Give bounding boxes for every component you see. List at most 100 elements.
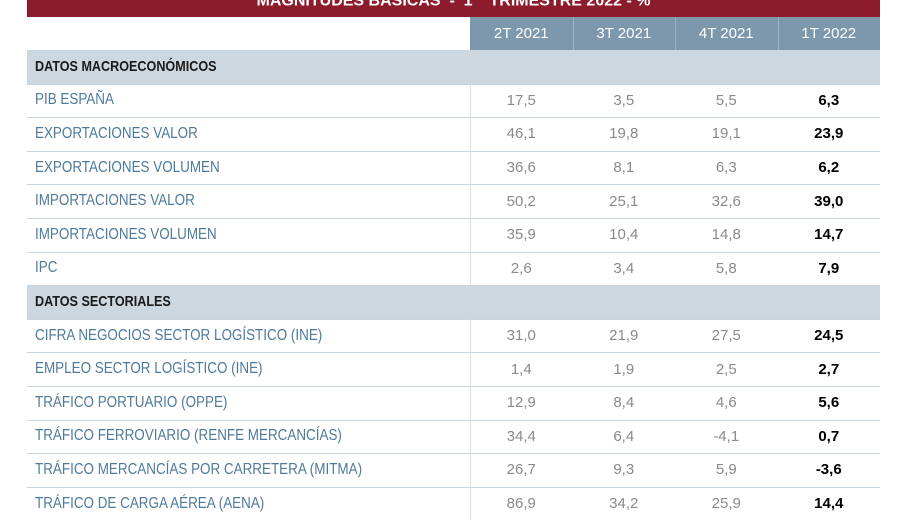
- value-cell: 6,3: [818, 91, 840, 109]
- column-header: 2T 2021: [493, 25, 549, 42]
- row-label-text: EMPLEO SECTOR LOGÍSTICO (INE): [35, 360, 263, 378]
- row-divider: [27, 251, 880, 253]
- value-cell: 0,7: [818, 427, 840, 445]
- column-divider: [470, 386, 471, 420]
- row-label-text: EXPORTACIONES VOLUMEN: [35, 158, 220, 176]
- value-cell: 31,0: [506, 327, 536, 345]
- value-cell: 24,5: [814, 327, 844, 345]
- row-divider: [27, 150, 880, 152]
- column-divider: [470, 150, 471, 185]
- row-label: CIFRA NEGOCIOS SECTOR LOGÍSTICO (INE): [35, 319, 377, 353]
- row-label-text: TRÁFICO MERCANCÍAS POR CARRETERA (MITMA): [35, 460, 363, 478]
- value-cell: 2,7: [818, 360, 840, 378]
- value-cell: 34,4: [506, 427, 536, 445]
- value-cell: 6,4: [613, 427, 635, 445]
- row-label-text: TRÁFICO DE CARGA AÉREA (AENA): [35, 494, 265, 512]
- column-header: 3T 2021: [596, 25, 652, 42]
- period-text: TRIMESTRE 2022 - %: [489, 0, 651, 10]
- value-cell: 3,4: [613, 259, 635, 277]
- column-divider: [470, 486, 471, 520]
- column-divider: [470, 251, 471, 286]
- value-cell: 8,4: [613, 394, 635, 412]
- value-cell: 1,9: [613, 360, 635, 378]
- column-divider: [470, 318, 471, 353]
- row-label-text: IMPORTACIONES VALOR: [35, 192, 195, 210]
- value-cell: 9,3: [613, 461, 635, 479]
- value-cell: 19,8: [609, 125, 639, 143]
- row-label-text: TRÁFICO FERROVIARIO (RENFE MERCANCÍAS): [35, 427, 342, 445]
- value-cell: 6,3: [715, 159, 737, 177]
- column-header: 4T 2021: [698, 25, 754, 42]
- row-label: IPC: [35, 252, 62, 286]
- column-divider: [470, 218, 471, 252]
- section-title: DATOS MACROECONÓMICOS: [35, 50, 251, 84]
- value-cell: 1,4: [510, 360, 532, 378]
- row-label: TRÁFICO PORTUARIO (OPPE): [35, 386, 264, 420]
- value-cell: 3,5: [613, 91, 635, 109]
- row-label: EXPORTACIONES VALOR: [35, 117, 229, 151]
- column-divider: [470, 83, 471, 118]
- value-cell: 23,9: [814, 125, 844, 143]
- column-divider: [470, 453, 471, 487]
- title-separator: -: [449, 0, 455, 10]
- row-divider: [27, 218, 880, 219]
- value-cell: 5,9: [715, 461, 737, 479]
- row-divider: [27, 419, 880, 421]
- value-cell: 34,2: [609, 495, 639, 513]
- value-cell: -4,1: [713, 427, 740, 445]
- value-cell: 26,7: [506, 461, 536, 479]
- value-cell: 2,6: [510, 259, 532, 277]
- value-cell: 6,2: [818, 159, 840, 177]
- value-cell: 4,6: [715, 394, 737, 412]
- value-cell: 35,9: [506, 226, 536, 244]
- section-bg: [27, 50, 880, 84]
- section-title: DATOS SECTORIALES: [35, 285, 197, 319]
- row-label-text: PIB ESPAÑA: [35, 91, 114, 109]
- period-suffix: ER: [473, 0, 486, 1]
- title-text: MAGNITUDES BÁSICAS: [256, 0, 441, 10]
- row-label-text: IPC: [35, 259, 58, 277]
- title: MAGNITUDES BÁSICAS - 1ER TRIMESTRE 2022 …: [27, 0, 880, 10]
- column-divider: [470, 352, 471, 386]
- page: MAGNITUDES BÁSICAS - 1ER TRIMESTRE 2022 …: [27, 0, 880, 520]
- value-cell: 5,8: [715, 259, 737, 277]
- column-divider: [777, 17, 779, 50]
- row-divider: [27, 352, 880, 354]
- value-cell: 14,7: [814, 226, 844, 244]
- row-label-text: EXPORTACIONES VALOR: [35, 124, 198, 142]
- value-cell: 7,9: [818, 259, 840, 277]
- row-divider: [27, 453, 880, 455]
- row-divider: [27, 486, 880, 488]
- section-bg: [27, 285, 880, 319]
- title-banner: MAGNITUDES BÁSICAS - 1ER TRIMESTRE 2022 …: [27, 0, 880, 17]
- row-label: IMPORTACIONES VOLUMEN: [35, 218, 251, 252]
- value-cell: 27,5: [711, 327, 741, 345]
- value-cell: 50,2: [506, 192, 536, 210]
- value-cell: 5,6: [818, 394, 840, 412]
- column-divider: [572, 17, 574, 50]
- value-cell: 25,9: [711, 495, 741, 513]
- row-label: PIB ESPAÑA: [35, 84, 129, 118]
- value-cell: 32,6: [711, 192, 741, 210]
- column-divider: [675, 17, 676, 50]
- value-cell: -3,6: [815, 461, 842, 479]
- row-divider: [27, 83, 880, 85]
- row-divider: [27, 318, 880, 320]
- value-cell: 17,5: [506, 91, 536, 109]
- row-label: TRÁFICO FERROVIARIO (RENFE MERCANCÍAS): [35, 420, 400, 454]
- value-cell: 25,1: [609, 192, 639, 210]
- row-divider: [27, 117, 880, 119]
- value-cell: 2,5: [715, 360, 737, 378]
- row-label: IMPORTACIONES VALOR: [35, 184, 225, 218]
- column-divider: [470, 419, 471, 454]
- value-cell: 86,9: [506, 495, 536, 513]
- row-label: EMPLEO SECTOR LOGÍSTICO (INE): [35, 352, 306, 386]
- section-title-text: DATOS SECTORIALES: [35, 293, 171, 311]
- value-cell: 19,1: [711, 125, 741, 143]
- value-cell: 36,6: [506, 159, 536, 177]
- value-cell: 39,0: [814, 192, 844, 210]
- section-title-text: DATOS MACROECONÓMICOS: [35, 58, 217, 76]
- value-cell: 8,1: [613, 159, 635, 177]
- value-cell: 14,8: [711, 226, 741, 244]
- row-label: TRÁFICO DE CARGA AÉREA (AENA): [35, 487, 308, 520]
